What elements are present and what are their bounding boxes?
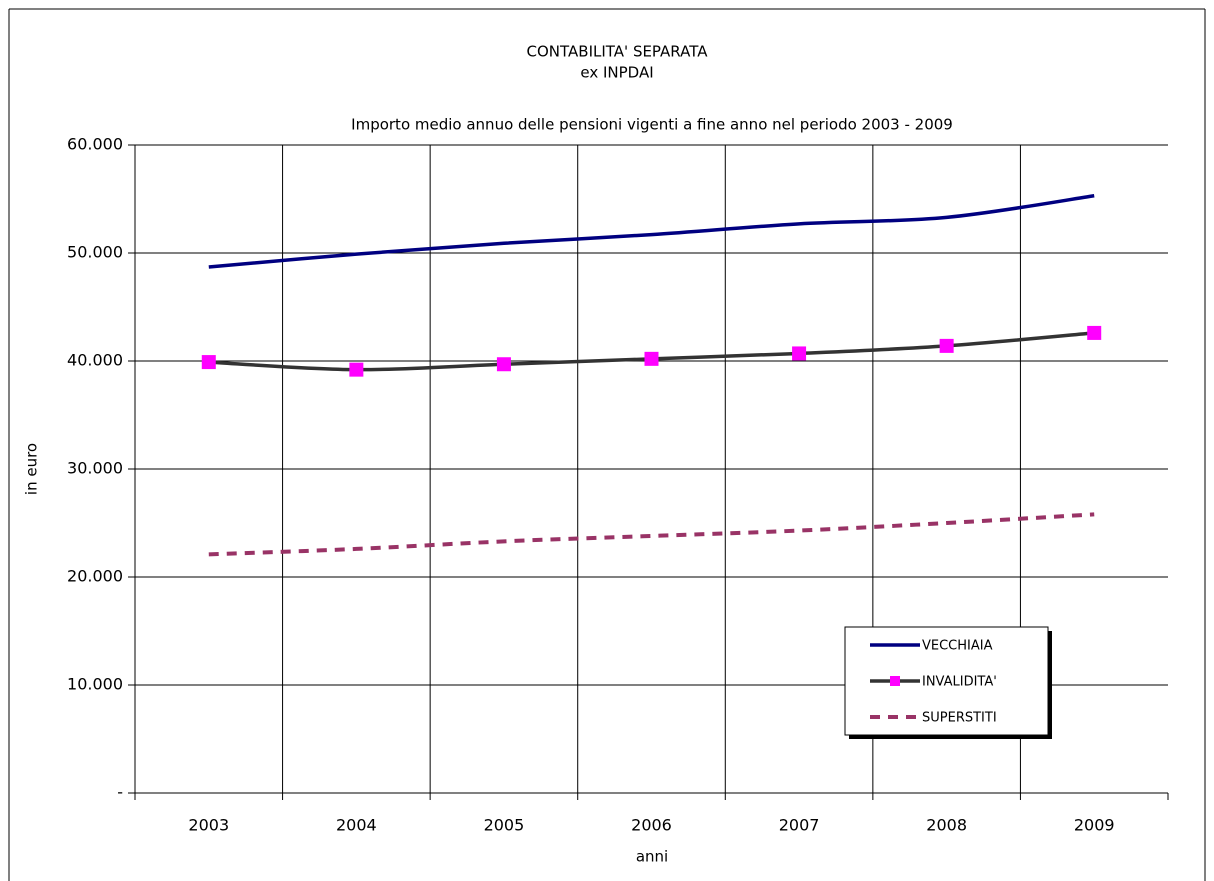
data-point [496, 357, 511, 372]
y-tick-label: 30.000 [67, 459, 123, 478]
y-tick-label: 20.000 [67, 567, 123, 586]
data-point [644, 351, 659, 366]
y-tick-label: 50.000 [67, 243, 123, 262]
data-point [201, 355, 216, 370]
x-axis-label: anni [636, 848, 668, 866]
data-point [939, 338, 954, 353]
y-tick-label: 60.000 [67, 135, 123, 154]
y-tick-label: 40.000 [67, 351, 123, 370]
legend-label: INVALIDITA' [922, 675, 997, 690]
data-point [792, 346, 807, 361]
x-tick-label: 2008 [926, 816, 967, 835]
chart-subtitle: Importo medio annuo delle pensioni vigen… [351, 116, 953, 134]
x-tick-label: 2007 [779, 816, 820, 835]
y-tick-label: - [117, 783, 123, 802]
data-point [1087, 325, 1102, 340]
legend-label: SUPERSTITI [922, 711, 997, 726]
chart-title: CONTABILITA' SEPARATA [527, 43, 709, 61]
x-tick-label: 2009 [1074, 816, 1115, 835]
x-tick-label: 2005 [484, 816, 525, 835]
x-tick-label: 2004 [336, 816, 377, 835]
chart-title: ex INPDAI [580, 64, 653, 82]
y-axis-label: in euro [23, 443, 41, 495]
series-line [208, 194, 1095, 269]
x-tick-label: 2006 [631, 816, 672, 835]
series-line [208, 512, 1095, 557]
x-tick-label: 2003 [188, 816, 229, 835]
legend-marker [890, 676, 900, 686]
y-tick-label: 10.000 [67, 675, 123, 694]
legend-label: VECCHIAIA [922, 639, 993, 654]
data-point [349, 362, 364, 377]
